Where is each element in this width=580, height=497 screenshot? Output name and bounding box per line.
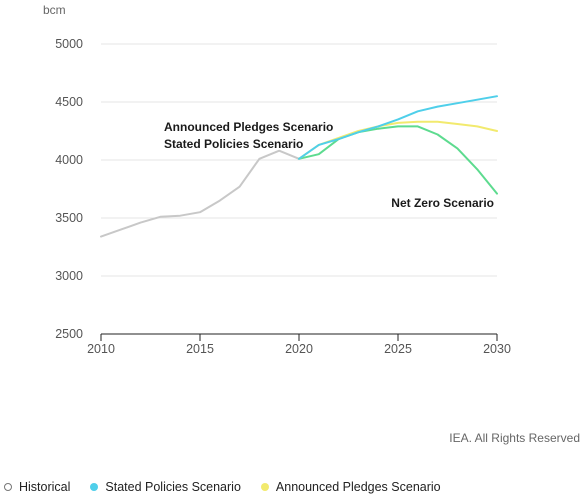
- credit-text: IEA. All Rights Reserved: [449, 431, 580, 445]
- annotation-label: Stated Policies Scenario: [164, 137, 303, 151]
- series-line-net-zero-scenario: [298, 125, 498, 195]
- series-lines: [100, 95, 498, 238]
- line-chart: 2500 3000 3500 4000 4500 5000 2010 2015 2020 2025…: [43, 3, 511, 356]
- y-axis-label: bcm: [43, 3, 66, 17]
- x-tick-label: 2015: [186, 342, 214, 356]
- legend: Historical Stated Policies Scenario Anno…: [4, 480, 461, 494]
- x-axis: [100, 333, 498, 341]
- legend-label-historical: Historical: [19, 480, 71, 494]
- grid-lines: [101, 43, 497, 277]
- y-tick-label: 4000: [55, 153, 83, 167]
- legend-item-historical[interactable]: Historical: [4, 480, 70, 494]
- legend-swatch-announced-pledges: [260, 483, 269, 491]
- legend-item-announced-pledges[interactable]: Announced Pledges Scenario: [260, 480, 441, 494]
- y-tick-label: 5000: [55, 37, 83, 51]
- annotation-label: Announced Pledges Scenario: [164, 120, 333, 134]
- y-tick-label: 4500: [55, 95, 83, 109]
- annotation-label: Net Zero Scenario: [391, 196, 494, 210]
- legend-swatch-historical: [4, 483, 12, 491]
- annotations: Announced Pledges Scenario Stated Policie…: [164, 120, 494, 210]
- y-tick-label: 3000: [55, 269, 83, 283]
- series-line-historical: [100, 149, 300, 238]
- x-tick-label: 2030: [483, 342, 511, 356]
- x-tick-label: 2020: [285, 342, 313, 356]
- series-line-stated-policies-scenario: [298, 95, 498, 160]
- legend-swatch-stated-policies: [90, 483, 99, 491]
- legend-label-announced-pledges: Announced Pledges Scenario: [275, 480, 441, 494]
- x-tick-label: 2025: [384, 342, 412, 356]
- legend-label-stated-policies: Stated Policies Scenario: [105, 480, 241, 494]
- x-tick-label: 2010: [87, 342, 115, 356]
- tick-labels: 2500 3000 3500 4000 4500 5000 2010 2015 2020 2025…: [43, 3, 511, 356]
- y-tick-label: 2500: [55, 327, 83, 341]
- legend-item-stated-policies[interactable]: Stated Policies Scenario: [90, 480, 241, 494]
- y-tick-label: 3500: [55, 211, 83, 225]
